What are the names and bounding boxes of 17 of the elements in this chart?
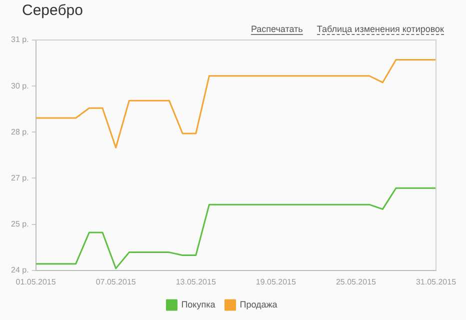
x-tick-label: 01.05.2015 (16, 277, 56, 286)
y-tick-label: 24 р. (10, 266, 29, 275)
x-tick-label: 25.05.2015 (336, 277, 377, 286)
y-tick-label: 30 р. (10, 81, 29, 90)
y-tick-label: 27 р. (10, 173, 29, 182)
legend-label: Продажа (240, 299, 278, 310)
text: Таблица изменения котировок (316, 24, 444, 35)
legend-label: Покупка (181, 299, 216, 310)
y-tick-label: 31 р. (10, 35, 29, 44)
x-tick-label: 07.05.2015 (96, 277, 136, 286)
text: Распечатать (250, 24, 303, 35)
x-tick-label: 19.05.2015 (256, 277, 296, 286)
x-tick-label: 13.05.2015 (176, 277, 216, 286)
x-tick-label: 31.05.2015 (416, 277, 457, 286)
chart-title: Серебро (22, 2, 83, 19)
y-tick-label: 25 р. (10, 220, 29, 229)
y-tick-label: 28 р. (10, 127, 29, 136)
